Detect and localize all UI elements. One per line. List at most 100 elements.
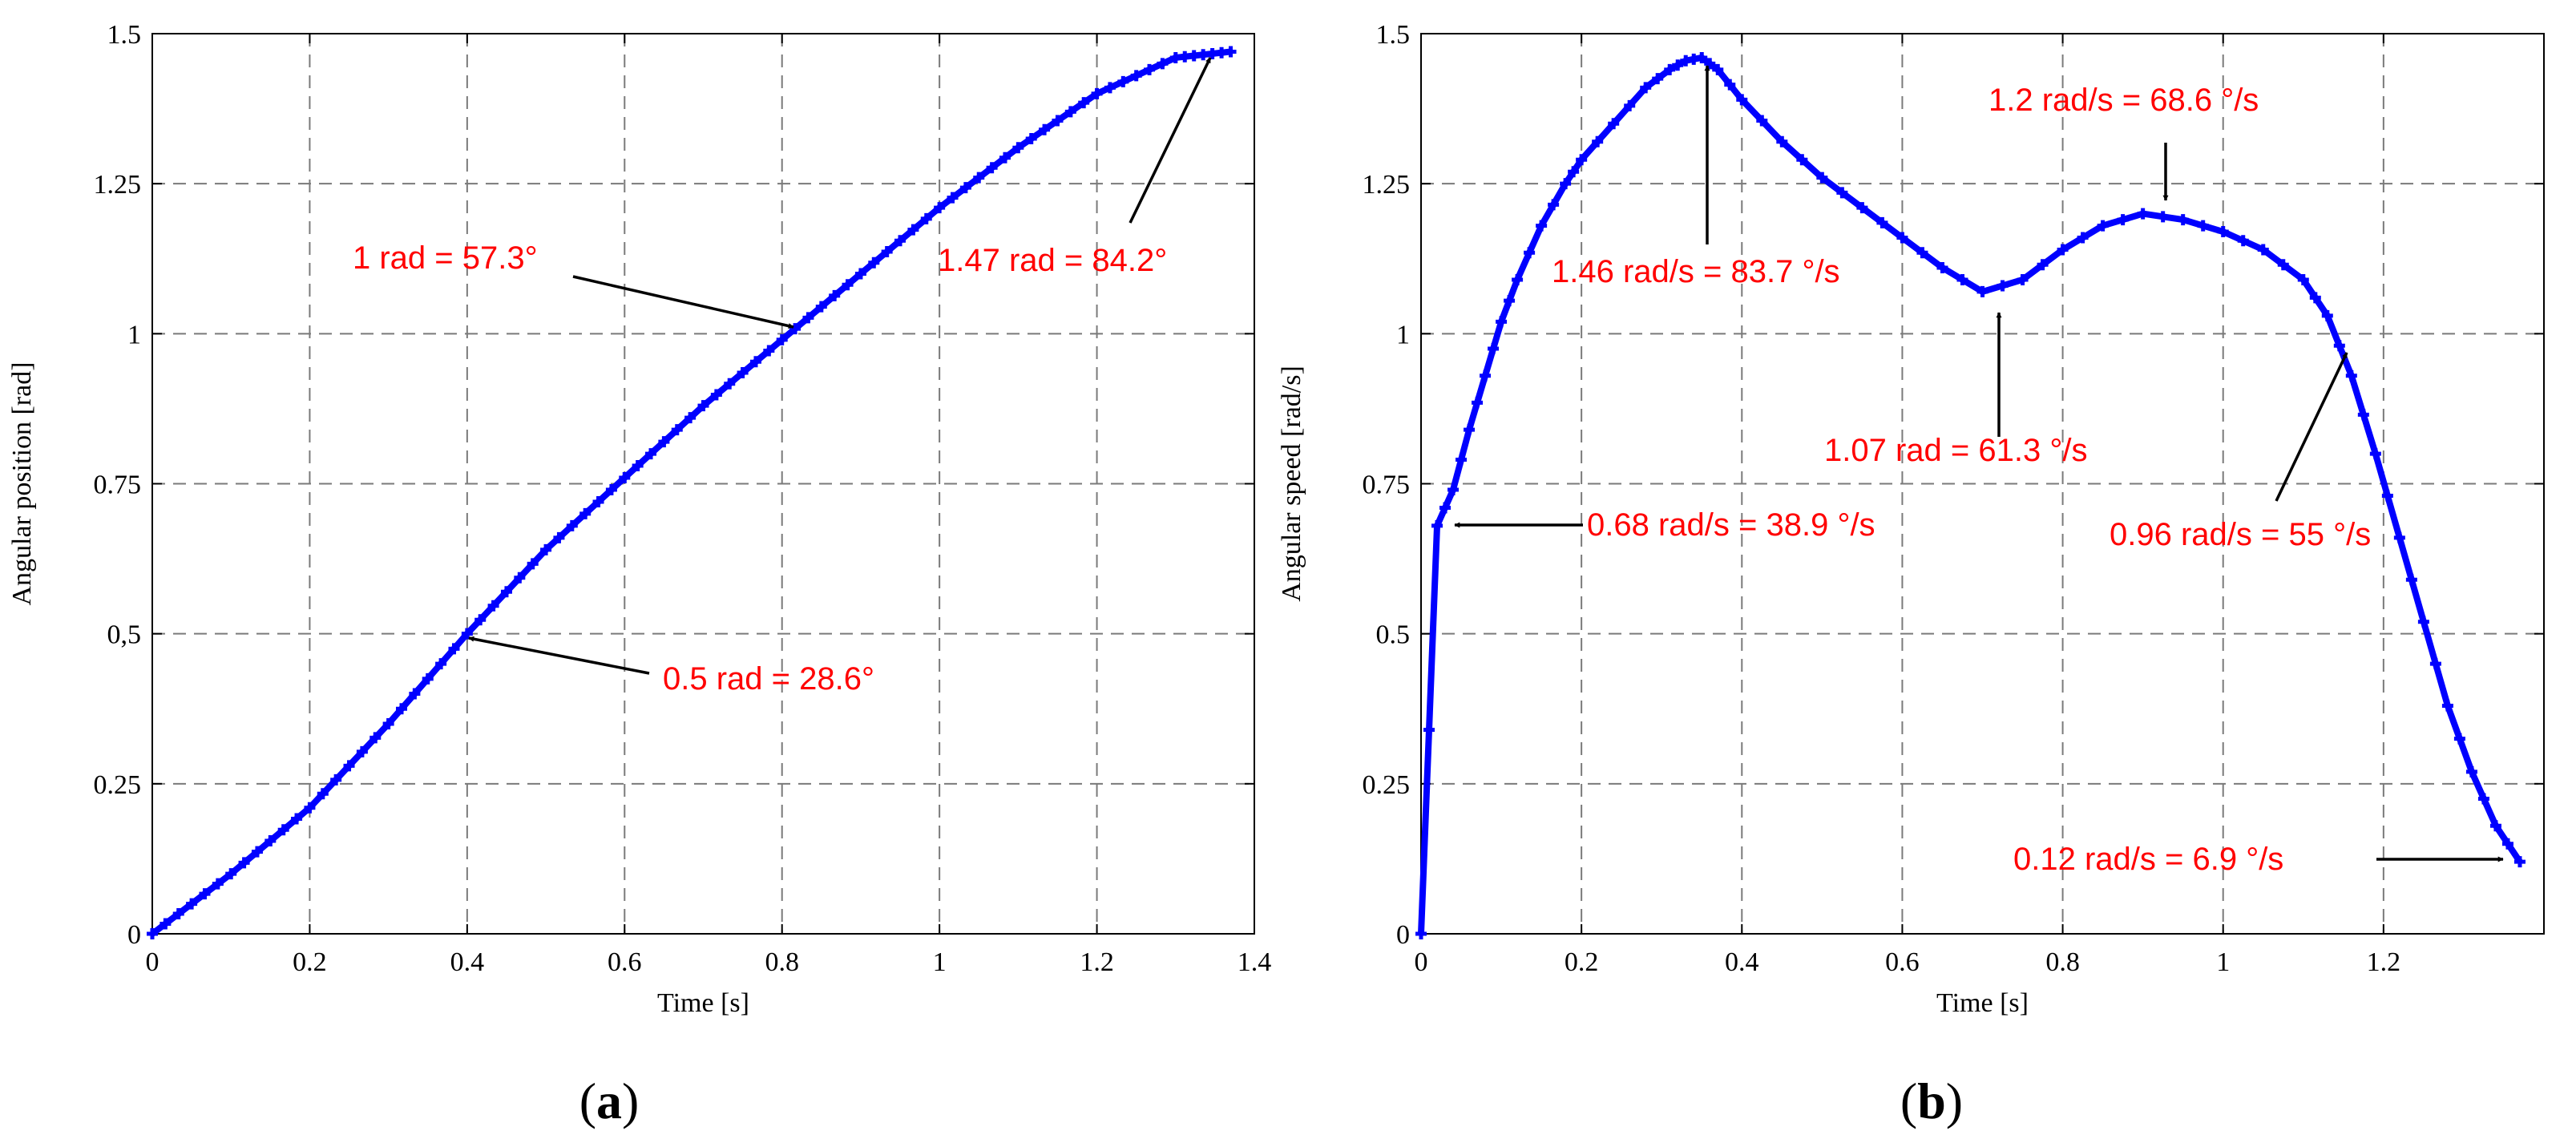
- data-point: [2177, 214, 2189, 226]
- data-point: [1548, 199, 1560, 211]
- data-point: [1423, 724, 1435, 736]
- data-point: [619, 472, 631, 484]
- data-point: [999, 151, 1011, 164]
- data-point: [172, 908, 184, 920]
- data-point: [225, 868, 237, 880]
- data-point: [1225, 46, 1237, 58]
- data-point: [1524, 247, 1536, 259]
- annotation-label: 0.96 rad/s = 55 °/s: [2110, 517, 2371, 552]
- data-point: [1956, 273, 1968, 285]
- x-tick-label: 0.4: [450, 947, 485, 977]
- data-point: [553, 531, 565, 543]
- data-point: [1608, 118, 1620, 130]
- data-point: [2429, 658, 2441, 670]
- series-line: [1418, 54, 2523, 935]
- data-point: [645, 448, 657, 460]
- data-point: [2393, 531, 2405, 543]
- data-point: [1512, 273, 1524, 285]
- y-axis-label: Angular position [rad]: [7, 361, 37, 605]
- data-point: [1536, 220, 1548, 232]
- y-tick-label: 0.75: [94, 471, 142, 500]
- data-point: [186, 898, 198, 910]
- data-point: [2297, 273, 2309, 285]
- data-point: [1415, 928, 1427, 939]
- annotation-label: 0.12 rad/s = 6.9 °/s: [2013, 842, 2283, 877]
- data-point: [815, 301, 827, 313]
- data-point: [1012, 142, 1024, 154]
- data-point: [2465, 765, 2477, 777]
- annotation-label: 1.07 rad = 61.3 °/s: [1824, 433, 2087, 468]
- data-point: [291, 813, 303, 825]
- data-point: [2077, 232, 2089, 244]
- data-point: [1078, 97, 1090, 109]
- data-point: [1796, 154, 1808, 166]
- y-tick-label: 0.5: [1376, 620, 1411, 650]
- y-tick-label: 1: [1396, 320, 1410, 349]
- data-point: [527, 558, 539, 570]
- data-point: [697, 400, 709, 412]
- data-point: [1130, 70, 1142, 82]
- data-point: [684, 412, 696, 424]
- data-point: [2381, 490, 2393, 502]
- data-point: [737, 366, 749, 378]
- data-point: [461, 628, 473, 640]
- data-point: [658, 436, 670, 448]
- data-point: [842, 279, 854, 291]
- data-point: [1560, 178, 1572, 190]
- series-markers: [147, 46, 1237, 939]
- data-point: [1447, 483, 1460, 495]
- y-tick-label: 1.5: [1376, 20, 1411, 50]
- data-point: [2333, 340, 2345, 352]
- data-point: [1876, 216, 1888, 228]
- x-tick-label: 1: [2216, 947, 2230, 977]
- data-point: [802, 312, 814, 324]
- data-point: [212, 878, 224, 890]
- data-point: [1816, 172, 1828, 184]
- data-point: [2257, 244, 2269, 256]
- data-point: [369, 732, 382, 744]
- y-tick-label: 0.25: [94, 770, 142, 800]
- data-point: [2017, 273, 2029, 285]
- annotation-label: 1.46 rad/s = 83.7 °/s: [1552, 254, 1840, 289]
- data-point: [2441, 700, 2453, 712]
- data-point: [1997, 280, 2009, 292]
- x-axis-label: Time [s]: [1936, 988, 2029, 1018]
- data-point: [1624, 99, 1636, 111]
- data-point: [435, 658, 447, 670]
- y-tick-label: 1.25: [1363, 170, 1411, 200]
- data-point: [920, 212, 932, 224]
- data-point: [1736, 94, 1748, 106]
- data-point: [2357, 409, 2369, 421]
- data-point: [854, 268, 866, 280]
- data-point: [763, 345, 775, 357]
- data-point: [1052, 115, 1064, 127]
- annotation-arrow: [468, 636, 650, 675]
- data-point: [356, 745, 368, 757]
- data-point: [474, 614, 487, 626]
- data-point: [1144, 63, 1156, 75]
- data-point: [868, 256, 880, 269]
- data-point: [2197, 220, 2209, 232]
- data-point: [973, 172, 985, 184]
- data-point: [2345, 370, 2357, 382]
- annotation-label: 1.47 rad = 84.2°: [938, 243, 1167, 278]
- data-point: [1976, 285, 1989, 297]
- x-tick-label: 0.6: [1885, 947, 1920, 977]
- data-point: [2097, 220, 2109, 232]
- data-point: [2217, 226, 2229, 238]
- data-point: [632, 460, 644, 472]
- data-point: [2157, 211, 2169, 223]
- data-point: [959, 182, 971, 194]
- data-point: [1025, 133, 1037, 145]
- data-point: [448, 643, 460, 655]
- x-tick-label: 0.6: [608, 947, 642, 977]
- x-tick-label: 0: [146, 947, 159, 977]
- data-point: [1696, 51, 1708, 63]
- data-point: [199, 888, 211, 900]
- data-point: [1504, 295, 1516, 307]
- annotation-label: 1 rad = 57.3°: [353, 240, 538, 276]
- x-tick-label: 1.2: [2367, 947, 2401, 977]
- data-point: [2037, 259, 2049, 271]
- x-axis-label: Time [s]: [657, 988, 749, 1018]
- data-point: [789, 323, 801, 335]
